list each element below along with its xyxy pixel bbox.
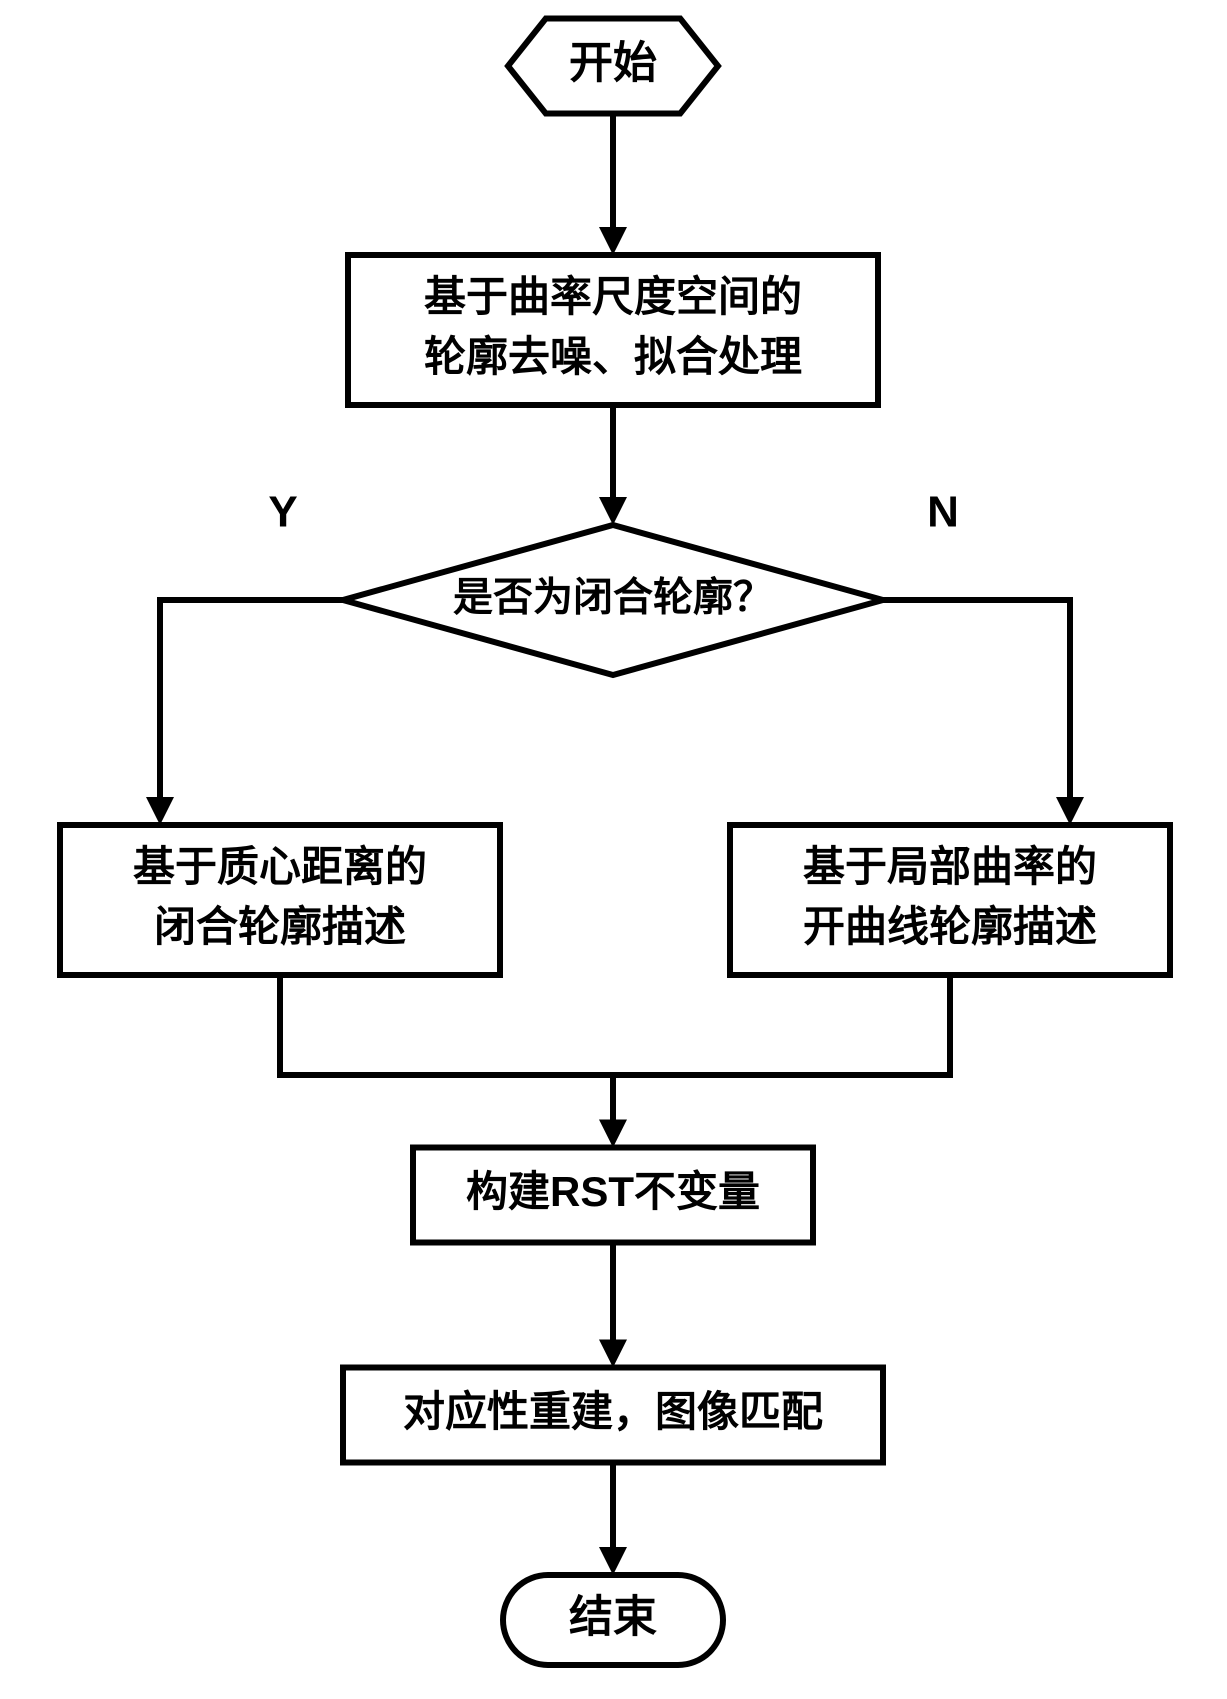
edge-closed-rst (280, 975, 613, 1075)
node-step1-line1: 轮廓去噪、拟合处理 (424, 333, 802, 380)
node-open-line0: 基于局部曲率的 (803, 843, 1097, 890)
decision-yes-label: Y (268, 488, 297, 537)
node-match-label: 对应性重建，图像匹配 (403, 1388, 823, 1435)
node-start-label: 开始 (569, 39, 657, 88)
edge-decision-open (883, 600, 1070, 799)
node-closed-line1: 闭合轮廓描述 (154, 903, 406, 950)
node-closed-line0: 基于质心距离的 (133, 843, 427, 890)
flowchart-canvas: 开始基于曲率尺度空间的轮廓去噪、拟合处理是否为闭合轮廓？ 基于质心距离的闭合轮廓描… (0, 0, 1227, 1699)
node-rst-label: 构建RST不变量 (466, 1168, 760, 1215)
decision-no-label: N (927, 488, 959, 537)
edge-open-rst (613, 975, 950, 1075)
edge-decision-closed (160, 600, 343, 799)
node-end-label: 结束 (569, 1593, 657, 1642)
node-open-line1: 开曲线轮廓描述 (803, 903, 1097, 950)
node-step1-line0: 基于曲率尺度空间的 (424, 273, 802, 320)
node-decision-label: 是否为闭合轮廓？ (453, 576, 773, 620)
